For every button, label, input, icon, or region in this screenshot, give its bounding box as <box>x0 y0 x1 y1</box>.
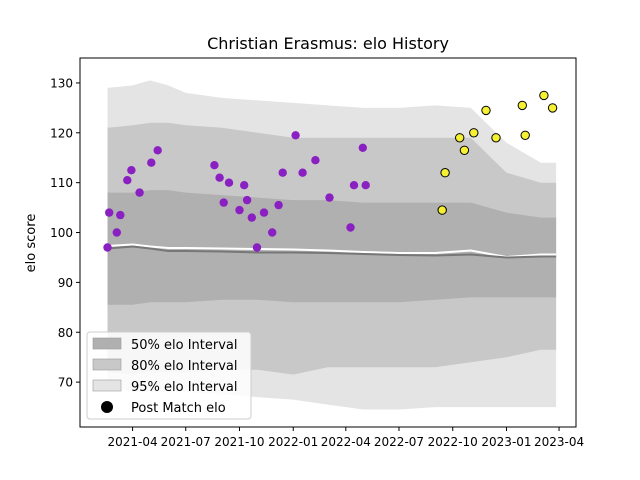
legend-swatch-band80 <box>92 358 122 371</box>
post-match-point <box>116 210 125 220</box>
y-tick-label: 90 <box>58 276 73 290</box>
post-match-point <box>517 100 527 111</box>
x-tick-label: 2022-01 <box>268 435 318 449</box>
post-match-point <box>242 195 252 205</box>
post-match-point <box>361 181 370 190</box>
post-match-points <box>103 90 558 252</box>
post-match-point <box>247 213 256 222</box>
x-axis-ticks: 2021-04 2021-07 2021-10 2022-01 2022-04 2022-… <box>108 427 584 449</box>
y-tick-label: 110 <box>50 176 73 190</box>
post-match-point <box>491 133 501 143</box>
y-tick-label: 80 <box>58 326 73 340</box>
post-match-point <box>539 90 549 101</box>
post-match-point <box>520 130 530 141</box>
post-match-point <box>274 200 283 210</box>
post-match-point <box>455 133 465 143</box>
x-tick-label: 2021-04 <box>108 435 158 449</box>
post-match-point <box>278 168 287 177</box>
x-tick-label: 2021-10 <box>214 435 264 449</box>
post-match-point <box>437 205 447 215</box>
legend-frame <box>86 331 252 420</box>
post-match-point <box>252 243 262 252</box>
post-match-point <box>240 181 249 190</box>
post-match-point <box>112 228 122 237</box>
post-match-point <box>358 143 367 152</box>
x-tick-label: 2023-04 <box>534 435 584 449</box>
post-match-point <box>268 228 277 237</box>
post-match-point <box>469 128 479 138</box>
y-tick-label: 100 <box>50 226 73 240</box>
legend: 50% elo Interval 80% elo Interval 95% elo … <box>86 331 252 420</box>
median-line <box>107 243 557 259</box>
post-match-point <box>291 131 300 140</box>
y-axis-ticks: 70 80 90 100 110 120 130 <box>50 76 80 390</box>
legend-marker-post-match <box>101 401 113 413</box>
y-tick-label: 130 <box>50 76 73 90</box>
post-match-point <box>215 173 224 182</box>
legend-label: Post Match elo <box>131 401 226 416</box>
interval-bands <box>107 80 557 410</box>
post-match-point <box>127 166 136 175</box>
plot-frame <box>79 57 577 428</box>
post-match-point <box>547 103 558 113</box>
post-match-point <box>153 146 162 155</box>
x-tick-label: 2022-07 <box>374 435 424 449</box>
post-match-point <box>349 181 359 190</box>
y-tick-label: 70 <box>58 376 73 390</box>
center-lines <box>107 243 557 259</box>
y-tick-label: 120 <box>50 126 73 140</box>
band-50-interval <box>107 190 557 305</box>
post-match-point <box>459 145 470 156</box>
post-match-point <box>440 168 450 178</box>
post-match-point <box>224 178 234 187</box>
post-match-point <box>259 208 269 217</box>
legend-label: 50% elo Interval <box>131 338 238 353</box>
legend-label: 80% elo Interval <box>131 359 238 374</box>
post-match-point <box>311 156 320 165</box>
legend-swatch-band95 <box>92 379 122 392</box>
x-tick-label: 2022-10 <box>428 435 478 449</box>
post-match-point <box>346 223 355 232</box>
post-match-point <box>219 198 228 207</box>
post-match-point <box>105 208 114 217</box>
post-match-point <box>235 205 244 215</box>
legend-label: 95% elo Interval <box>131 380 238 395</box>
post-match-point <box>481 105 491 116</box>
chart-title: Christian Erasmus: elo History <box>207 34 449 53</box>
legend-swatch-band50 <box>92 337 122 350</box>
x-tick-label: 2022-04 <box>321 435 371 449</box>
post-match-point <box>123 176 132 185</box>
post-match-point <box>210 161 219 170</box>
post-match-point <box>135 188 144 197</box>
post-match-point <box>147 158 156 167</box>
post-match-point <box>298 168 307 177</box>
post-match-point <box>103 243 112 252</box>
post-match-point <box>325 193 334 202</box>
mean-line <box>107 245 557 259</box>
y-axis-label: elo score <box>24 214 39 273</box>
x-tick-label: 2023-01 <box>481 435 531 449</box>
x-tick-label: 2021-07 <box>161 435 211 449</box>
